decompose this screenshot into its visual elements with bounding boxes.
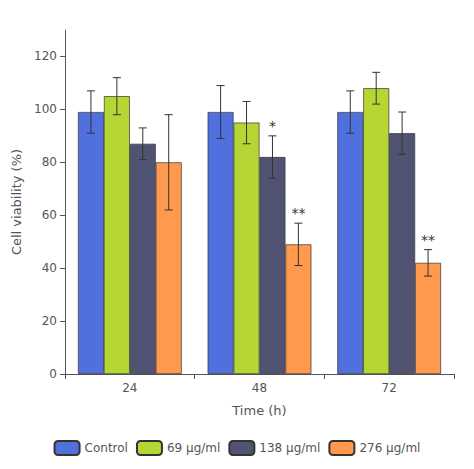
svg-text:20: 20 bbox=[42, 314, 57, 328]
svg-text:80: 80 bbox=[42, 155, 57, 169]
svg-text:**: ** bbox=[421, 232, 435, 248]
svg-text:*: * bbox=[269, 118, 276, 134]
svg-text:120: 120 bbox=[34, 49, 57, 63]
svg-text:Time (h): Time (h) bbox=[231, 403, 286, 418]
svg-text:138 μg/ml: 138 μg/ml bbox=[259, 441, 320, 455]
svg-text:Control: Control bbox=[85, 441, 128, 455]
svg-text:24: 24 bbox=[122, 381, 137, 395]
svg-text:60: 60 bbox=[42, 208, 57, 222]
svg-text:69 μg/ml: 69 μg/ml bbox=[167, 441, 220, 455]
svg-text:48: 48 bbox=[252, 381, 267, 395]
svg-text:0: 0 bbox=[49, 367, 57, 381]
svg-text:100: 100 bbox=[34, 102, 57, 116]
svg-text:72: 72 bbox=[382, 381, 397, 395]
svg-text:**: ** bbox=[291, 205, 305, 221]
svg-text:Cell viability (%): Cell viability (%) bbox=[9, 149, 24, 255]
svg-text:40: 40 bbox=[42, 261, 57, 275]
svg-text:276 μg/ml: 276 μg/ml bbox=[359, 441, 420, 455]
